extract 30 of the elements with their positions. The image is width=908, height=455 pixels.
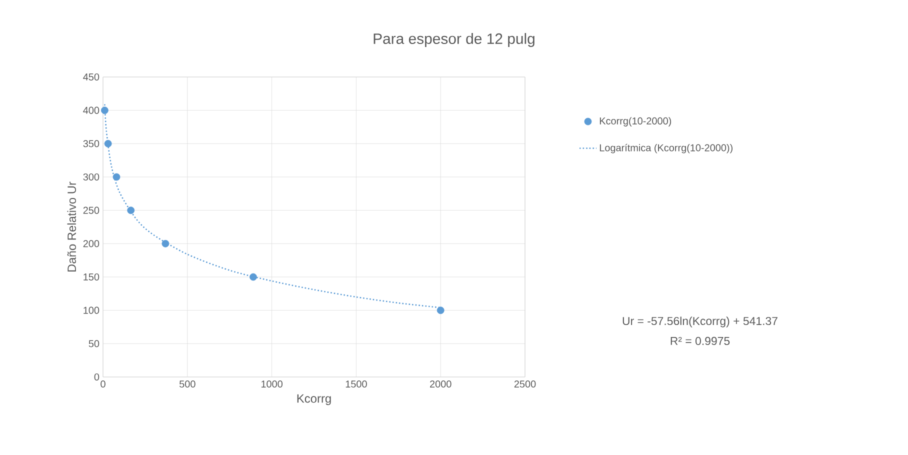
point (112, 173, 120, 181)
y-tick-label: 300 (83, 173, 100, 181)
x-tick-label: 2500 (514, 380, 536, 388)
y-tick-label: 450 (83, 73, 100, 81)
point (250, 273, 257, 281)
y-tick-label: 0 (94, 373, 100, 381)
y-axis-title: Daño Relativo Ur (67, 182, 76, 272)
x-tick-label: 1000 (261, 380, 282, 388)
point (436, 306, 444, 314)
x-tick-label: 500 (180, 380, 196, 388)
y-tick-label: 100 (84, 306, 100, 314)
point (104, 140, 112, 148)
y-tick-label: 150 (84, 273, 100, 281)
y-tick-label: 350 (83, 140, 100, 148)
y-tick-label: 50 (88, 340, 100, 348)
y-tick-label: 400 (83, 106, 100, 114)
legend-label: Kcorrg(10-2000) (600, 117, 672, 126)
x-axis-title: Kcorrg (297, 394, 331, 406)
chart-title: Para espesor de 12 pulg (374, 33, 534, 47)
x-tick-label: 0 (100, 380, 106, 388)
y-tick-label: 200 (83, 240, 100, 248)
legend-label: Logarítmica (Kcorrg(10-2000)) (600, 144, 732, 154)
x-tick-label: 2000 (430, 380, 452, 388)
point (127, 206, 135, 214)
text: R² = 0.9975 (670, 336, 730, 346)
text: Ur = -57.56ln(Kcorrg) + 541.37 (622, 316, 778, 328)
point (100, 106, 108, 114)
y-tick-label: 250 (83, 206, 100, 214)
x-tick-label: 1500 (346, 380, 367, 388)
point (162, 240, 170, 248)
